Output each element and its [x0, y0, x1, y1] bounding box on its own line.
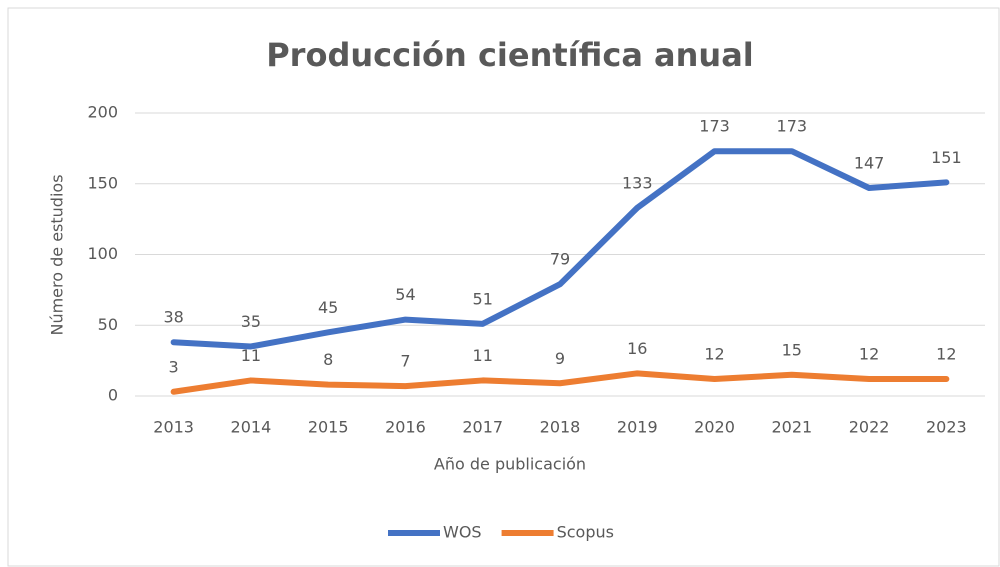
y-tick-label: 0: [108, 386, 118, 405]
data-label: 35: [241, 312, 261, 331]
data-label: 16: [627, 339, 647, 358]
data-label: 147: [854, 153, 885, 172]
data-label: 173: [777, 117, 808, 136]
x-tick-label: 2016: [385, 418, 426, 437]
series-line: [170, 370, 950, 395]
data-label: 151: [931, 148, 962, 167]
data-label: 79: [550, 250, 570, 269]
x-tick-label: 2017: [462, 418, 503, 437]
y-axis-label: Número de estudios: [48, 174, 67, 335]
data-label: 173: [699, 117, 730, 136]
legend-label: WOS: [443, 523, 482, 542]
y-tick-label: 50: [98, 315, 118, 334]
data-label: 54: [395, 285, 415, 304]
data-label: 3: [169, 357, 179, 376]
data-label: 15: [782, 340, 802, 359]
y-tick-label: 200: [87, 103, 118, 122]
data-label: 8: [323, 350, 333, 369]
x-tick-label: 2020: [694, 418, 735, 437]
data-label: 12: [936, 345, 956, 364]
data-label: 45: [318, 298, 338, 317]
data-label: 38: [163, 308, 183, 327]
data-label: 9: [555, 349, 565, 368]
data-label: 12: [859, 345, 879, 364]
x-tick-label: 2018: [540, 418, 581, 437]
data-label: 11: [473, 346, 493, 365]
x-axis-label: Año de publicación: [434, 455, 586, 474]
series-line: [170, 148, 950, 350]
chart-title: Producción científica anual: [266, 36, 754, 74]
y-tick-label: 100: [87, 244, 118, 263]
x-tick-label: 2022: [849, 418, 890, 437]
x-tick-label: 2023: [926, 418, 967, 437]
y-tick-label: 150: [87, 173, 118, 192]
data-label: 12: [704, 345, 724, 364]
chart-border: [7, 7, 1000, 567]
x-tick-label: 2013: [153, 418, 194, 437]
data-label: 11: [241, 346, 261, 365]
data-label: 133: [622, 173, 653, 192]
legend-label: Scopus: [557, 523, 614, 542]
data-label: 7: [400, 352, 410, 371]
data-label: 51: [473, 289, 493, 308]
x-tick-label: 2019: [617, 418, 658, 437]
x-tick-label: 2014: [231, 418, 272, 437]
x-tick-label: 2015: [308, 418, 349, 437]
x-tick-label: 2021: [771, 418, 812, 437]
